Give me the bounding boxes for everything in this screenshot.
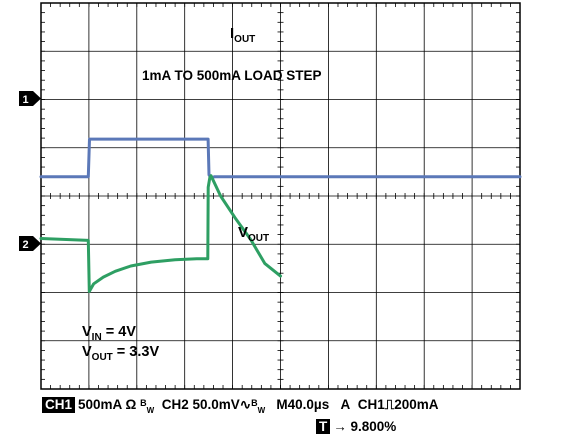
trigger-source: CH1	[357, 397, 385, 412]
ch1-bw-b: B	[140, 398, 147, 408]
ch1-marker-box	[19, 91, 33, 106]
load-step-label: 1mA TO 500mA LOAD STEP	[142, 68, 322, 83]
vin-condition: VIN = 4V	[82, 324, 136, 343]
ch2-bw-w: W	[257, 406, 266, 415]
graticule	[40, 2, 521, 390]
ch2-bw-b: B	[251, 398, 258, 408]
vout-label: VOUT	[238, 224, 269, 244]
traces	[39, 137, 522, 293]
ac-coupling-icon: ∿	[239, 397, 252, 412]
trace-vout	[39, 174, 282, 293]
trigger-t-tag: T	[316, 419, 331, 434]
trace-annotations: IOUT 1mA TO 500mA LOAD STEP VOUT VIN = 4…	[82, 25, 322, 363]
rising-edge-icon: ⎍	[384, 397, 395, 412]
scope-status-bar: CH1 500mA Ω BW CH2 50.0mV∿BW M40.0µs A CH…	[42, 397, 439, 415]
arrow-right-icon: →	[333, 419, 347, 434]
ch2-marker-arrow	[33, 236, 41, 251]
trace-iout	[39, 137, 522, 180]
ch1-tag: CH1	[42, 397, 76, 413]
ch2-marker-box	[19, 236, 33, 251]
ch1-marker-arrow	[33, 91, 41, 106]
trigger-mode: A	[340, 397, 351, 412]
ch1-marker-label: 1	[23, 94, 29, 106]
trigger-position: T → 9.800%	[316, 419, 396, 434]
ch2-marker-label: 2	[23, 239, 29, 251]
iout-label: IOUT	[230, 25, 255, 45]
trigger-level: 200mA	[394, 397, 439, 412]
ch2-scale: CH2 50.0mV	[161, 397, 240, 412]
channel-markers: 1 2	[19, 91, 41, 251]
vout-condition: VOUT = 3.3V	[82, 344, 159, 363]
ch1-bw-w: W	[146, 406, 155, 415]
ch1-scale: 500mA Ω	[78, 397, 137, 412]
trigger-position-value: 9.800%	[350, 419, 397, 434]
timebase: M40.0µs	[276, 397, 330, 412]
